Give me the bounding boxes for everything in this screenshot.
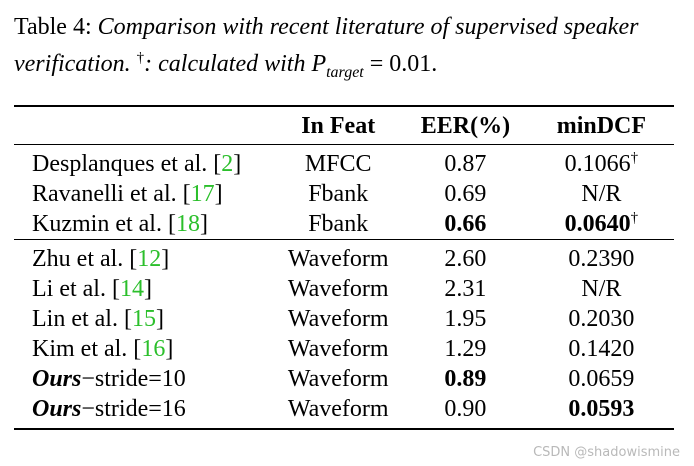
caption-note: : calculated with: [144, 51, 306, 77]
caption-dagger: †: [136, 50, 145, 66]
method-bracket: ]: [155, 306, 164, 332]
mindcf-value: 0.2390: [568, 246, 635, 272]
method-name: Ravanelli et al. [: [32, 181, 191, 207]
citation-link[interactable]: 15: [131, 306, 156, 332]
table-row: Kim et al. [16] Waveform 1.29 0.1420: [14, 334, 674, 364]
mindcf-cell: 0.2390: [528, 239, 674, 274]
feat-cell: MFCC: [274, 144, 403, 179]
eer-cell: 0.89: [444, 366, 487, 392]
header-mindcf: minDCF: [528, 105, 674, 145]
method-cell: Kuzmin et al. [18]: [14, 209, 274, 240]
eer-cell: 1.95: [444, 306, 487, 332]
mindcf-cell: 0.0593: [528, 394, 674, 430]
feat-cell: Fbank: [308, 181, 369, 207]
method-bracket: ]: [143, 276, 152, 302]
method-name: Li et al. [: [32, 276, 120, 302]
method-cell: Kim et al. [16]: [14, 334, 274, 364]
method-bracket: ]: [233, 151, 242, 177]
feat-cell: Fbank: [308, 211, 369, 237]
header-method: [14, 105, 275, 145]
feat-cell: Waveform: [287, 366, 389, 392]
dagger-mark: †: [630, 210, 639, 226]
method-cell: Zhu et al. [12]: [14, 239, 275, 274]
feat-cell: Waveform: [274, 239, 403, 274]
header-eer: EER(%): [402, 105, 529, 145]
method-name: Desplanques et al. [: [32, 151, 222, 177]
math-sub: target: [326, 63, 364, 81]
method-bracket: ]: [161, 246, 170, 272]
method-cell: Ours−stride=10: [14, 364, 274, 394]
table-row: Desplanques et al. [2] MFCC 0.87 0.1066†: [14, 144, 674, 179]
mindcf-value: 0.0640: [564, 211, 631, 237]
table-row: Zhu et al. [12] Waveform 2.60 0.2390: [14, 239, 674, 274]
method-bracket: ]: [214, 181, 223, 207]
caption-text: Comparison with recent literature of sup…: [14, 14, 639, 77]
mindcf-cell: 0.2030: [529, 304, 674, 334]
method-cell: Lin et al. [15]: [14, 304, 274, 334]
table-row: Kuzmin et al. [18] Fbank 0.66 0.0640†: [14, 209, 674, 240]
eer-cell: 2.60: [402, 239, 529, 274]
math-var: P: [311, 51, 327, 77]
feat-cell: Waveform: [287, 306, 389, 332]
table-header-row: In Feat EER(%) minDCF: [14, 105, 674, 145]
table-caption: Table 4: Comparison with recent literatu…: [14, 12, 674, 88]
eer-cell: 0.66: [444, 211, 487, 237]
citation-link[interactable]: 2: [221, 151, 234, 177]
method-name: Lin et al. [: [32, 306, 132, 332]
method-name: Zhu et al. [: [32, 246, 138, 272]
watermark: CSDN @shadowismine: [533, 445, 680, 460]
method-cell: Ravanelli et al. [17]: [14, 179, 274, 209]
ours-label: Ours: [32, 366, 82, 392]
eer-cell: 0.69: [444, 181, 487, 207]
math-val: 0.01: [389, 51, 432, 77]
math-eq: =: [363, 51, 390, 77]
mindcf-value: 0.0659: [568, 366, 635, 392]
method-suffix: −stride=10: [81, 366, 186, 392]
mindcf-cell: 0.0640†: [529, 209, 674, 240]
mindcf-cell: N/R: [529, 274, 674, 304]
eer-cell: 2.31: [444, 276, 487, 302]
citation-link[interactable]: 14: [119, 276, 144, 302]
mindcf-cell: N/R: [529, 179, 674, 209]
dagger-mark: †: [630, 150, 639, 166]
ours-label: Ours: [32, 396, 82, 422]
method-name: Kim et al. [: [32, 336, 142, 362]
eer-cell: 0.87: [402, 144, 529, 179]
feat-cell: Waveform: [287, 336, 389, 362]
header-in-feat: In Feat: [274, 105, 403, 145]
feat-cell: Waveform: [274, 394, 403, 430]
mindcf-value: 0.1066: [564, 151, 631, 177]
table-row: Li et al. [14] Waveform 2.31 N/R: [14, 274, 674, 304]
feat-cell: Waveform: [287, 276, 389, 302]
eer-cell: 0.90: [402, 394, 529, 430]
mindcf-value: N/R: [581, 181, 622, 207]
mindcf-cell: 0.1066†: [528, 144, 674, 179]
method-suffix: −stride=16: [81, 396, 186, 422]
mindcf-value: 0.2030: [568, 306, 635, 332]
method-name: Kuzmin et al. [: [32, 211, 176, 237]
table-row: Ravanelli et al. [17] Fbank 0.69 N/R: [14, 179, 674, 209]
method-cell: Ours−stride=16: [14, 394, 275, 430]
mindcf-cell: 0.0659: [529, 364, 674, 394]
mindcf-value: 0.1420: [568, 336, 635, 362]
citation-link[interactable]: 16: [141, 336, 166, 362]
mindcf-value: N/R: [581, 276, 622, 302]
citation-link[interactable]: 18: [175, 211, 200, 237]
caption-end: .: [431, 51, 438, 77]
comparison-table: In Feat EER(%) minDCF Desplanques et al.…: [14, 105, 674, 430]
table-row: Ours−stride=16 Waveform 0.90 0.0593: [14, 394, 674, 430]
method-bracket: ]: [199, 211, 208, 237]
caption-label: Table 4:: [14, 14, 92, 40]
table-row: Lin et al. [15] Waveform 1.95 0.2030: [14, 304, 674, 334]
method-cell: Li et al. [14]: [14, 274, 274, 304]
citation-link[interactable]: 12: [137, 246, 162, 272]
citation-link[interactable]: 17: [190, 181, 215, 207]
table-row: Ours−stride=10 Waveform 0.89 0.0659: [14, 364, 674, 394]
mindcf-value: 0.0593: [568, 396, 635, 422]
method-bracket: ]: [165, 336, 174, 362]
eer-cell: 1.29: [444, 336, 487, 362]
caption-math: Ptarget = 0.01: [311, 51, 432, 81]
method-cell: Desplanques et al. [2]: [14, 144, 275, 179]
mindcf-cell: 0.1420: [529, 334, 674, 364]
